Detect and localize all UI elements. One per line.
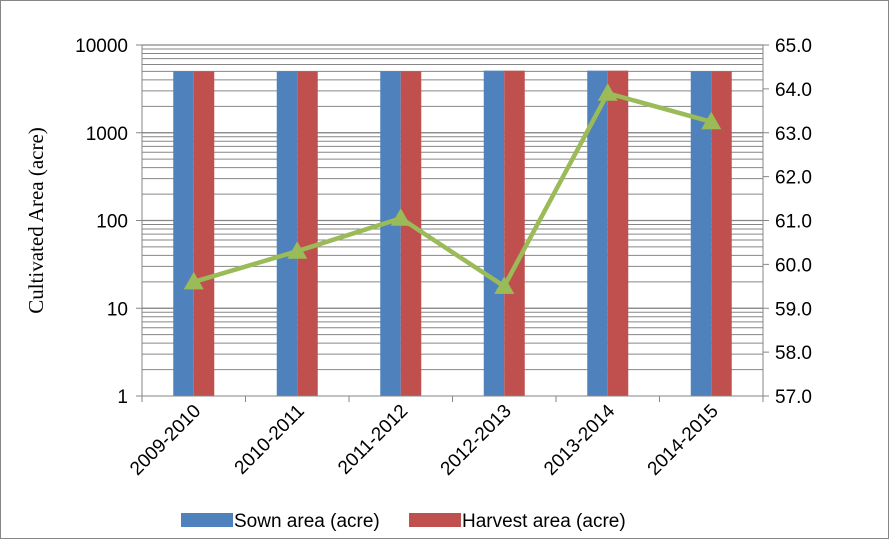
line-series (183, 83, 722, 294)
y2-tick-label: 57.0 (775, 387, 812, 408)
y-tick-label: 100 (96, 212, 128, 233)
line-point (494, 276, 515, 294)
bars (173, 70, 732, 397)
bar (297, 71, 318, 397)
y2-tick-label: 65.0 (775, 36, 812, 57)
line-point (183, 271, 204, 290)
y-tick-label: 10000 (75, 36, 128, 57)
x-tick-label: 2012-2013 (437, 401, 516, 480)
line-point (701, 111, 722, 130)
x-tick-label: 2013-2014 (540, 400, 619, 479)
line-point (597, 83, 618, 101)
line-point (287, 241, 308, 259)
bar (504, 70, 525, 397)
line-path (193, 91, 712, 289)
bar (173, 71, 194, 397)
x-tick-label: 2009-2010 (126, 401, 205, 480)
x-tick-label: 2014-2015 (644, 401, 723, 480)
bar (587, 70, 608, 397)
bar (483, 70, 505, 397)
bar (711, 71, 732, 397)
y-tick-label: 10 (107, 299, 128, 320)
bar (400, 71, 422, 397)
legend-swatch (181, 513, 233, 527)
y2-tick-label: 64.0 (775, 80, 812, 101)
x-tick-label: 2010-2011 (231, 401, 309, 479)
bar (607, 70, 629, 397)
legend-label: Sown area (acre) (234, 511, 380, 532)
bar (193, 71, 215, 397)
y2-tick-label: 58.0 (775, 343, 812, 364)
legend-swatch (409, 513, 461, 527)
y2-tick-label: 62.0 (775, 168, 812, 189)
y-axis-label: Cultivated Area (acre) (24, 127, 48, 314)
bar (276, 71, 298, 397)
y2-tick-label: 63.0 (775, 124, 812, 145)
bar (380, 71, 401, 397)
axes (136, 44, 769, 402)
y-tick-label: 1000 (86, 124, 128, 145)
y2-tick-label: 60.0 (775, 255, 812, 276)
x-tick-label: 2011-2012 (334, 401, 412, 479)
y2-tick-label: 59.0 (775, 299, 812, 320)
bar (690, 71, 712, 397)
y2-tick-label: 61.0 (775, 212, 812, 233)
line-point (390, 208, 411, 226)
y-tick-label: 1 (117, 387, 128, 408)
legend-label: Harvest area (acre) (462, 511, 626, 532)
gridlines (142, 44, 763, 371)
legend: Sown area (acre) Harvest area (acre) (181, 511, 626, 532)
